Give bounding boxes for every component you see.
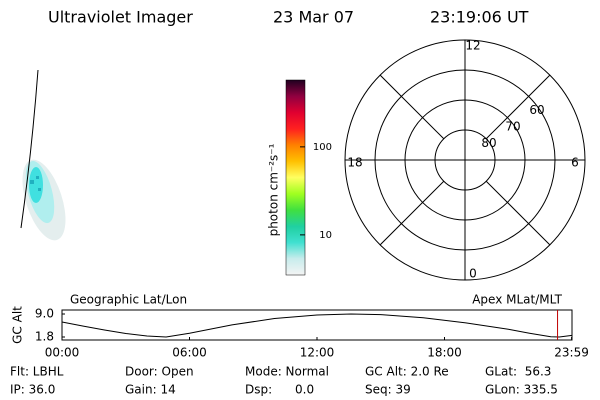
status-field: Seq: 39 — [365, 383, 411, 397]
y-tick-label: 9.0 — [35, 306, 54, 320]
status-field: IP: 36.0 — [10, 383, 55, 397]
x-tick-label: 00:00 — [45, 346, 80, 360]
status-field: GLon: 335.5 — [485, 383, 558, 397]
spoke — [379, 74, 445, 140]
mlt-label: 12 — [465, 39, 480, 53]
instrument: Ultraviolet Imager — [48, 8, 193, 27]
altitude-line — [61, 313, 573, 338]
status-field: Door: Open — [125, 365, 194, 379]
tick-label: 10 — [319, 230, 332, 241]
status-field: GC Alt: 2.0 Re — [365, 365, 449, 379]
colorbar-label: photon cm⁻²s⁻¹ — [267, 143, 281, 236]
ring-label: 80 — [481, 136, 496, 150]
time: 23:19:06 UT — [430, 8, 529, 27]
spoke — [379, 180, 445, 246]
footer: Flt: LBHL Door: Open Mode: Normal GC Alt: 2… — [10, 365, 558, 397]
status-field: GLat: 56.3 — [485, 365, 551, 379]
x-tick-label: 06:00 — [172, 346, 207, 360]
status-field: Dsp: 0.0 — [245, 383, 314, 397]
mlt-label: 0 — [469, 267, 477, 281]
mlt-label: 6 — [571, 156, 579, 170]
status-field: Gain: 14 — [125, 383, 176, 397]
status-field: Flt: LBHL — [10, 365, 64, 379]
colorbar — [285, 79, 306, 276]
tick-label: 100 — [313, 142, 332, 153]
status-field: Mode: Normal — [245, 365, 329, 379]
title-left: Geographic Lat/Lon — [70, 293, 187, 307]
spoke — [485, 180, 551, 246]
date: 23 Mar 07 — [273, 8, 354, 27]
ring-label: 70 — [505, 120, 520, 134]
ring-label: 60 — [529, 103, 544, 117]
title-right: Apex MLat/MLT — [472, 293, 562, 307]
y-tick-label: 1.8 — [35, 329, 54, 343]
x-tick-label: 23:59 — [554, 346, 589, 360]
x-tick-label: 18:00 — [427, 346, 462, 360]
mlt-label: 18 — [347, 156, 362, 170]
spoke — [485, 74, 551, 140]
aurora-image — [20, 69, 66, 241]
x-tick-label: 12:00 — [300, 346, 335, 360]
y-axis-label: GC Alt — [11, 306, 25, 344]
